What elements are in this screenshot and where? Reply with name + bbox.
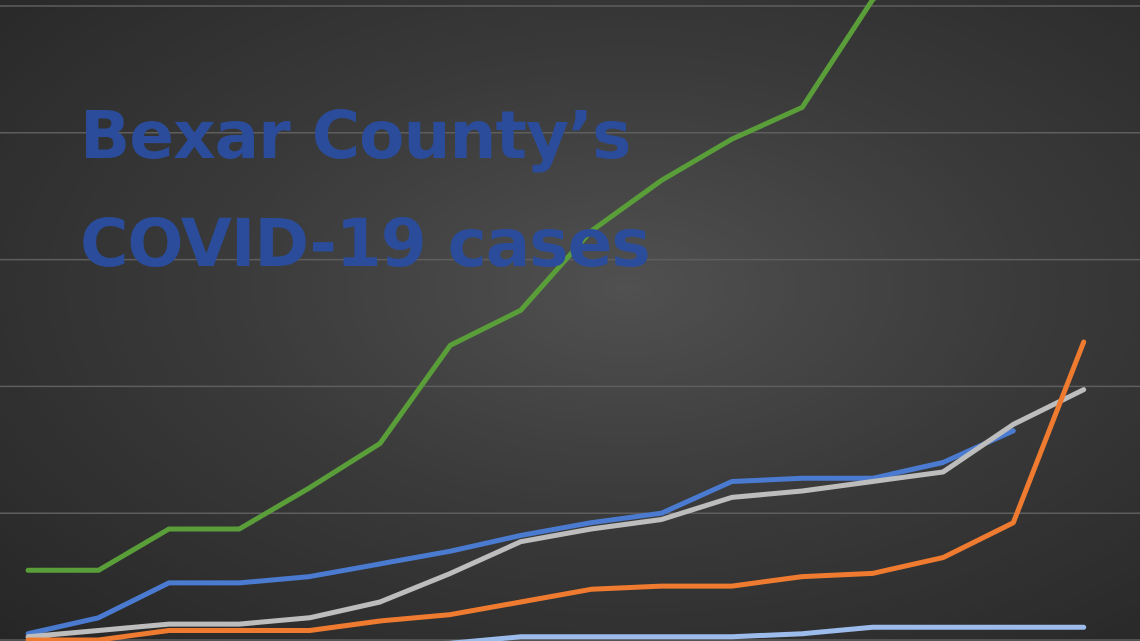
series-line-4 [25,339,1087,641]
series-lines [25,0,1087,641]
chart-title: Bexar County’s COVID-19 cases [80,82,651,298]
gridlines [0,5,1140,641]
series-line-1 [25,0,877,573]
series-line-3 [25,387,1087,640]
chart-title-line-1: Bexar County’s [80,97,631,174]
series-line-5 [443,624,1087,641]
series-line-2 [25,428,1016,637]
chart-title-line-2: COVID-19 cases [80,205,651,282]
